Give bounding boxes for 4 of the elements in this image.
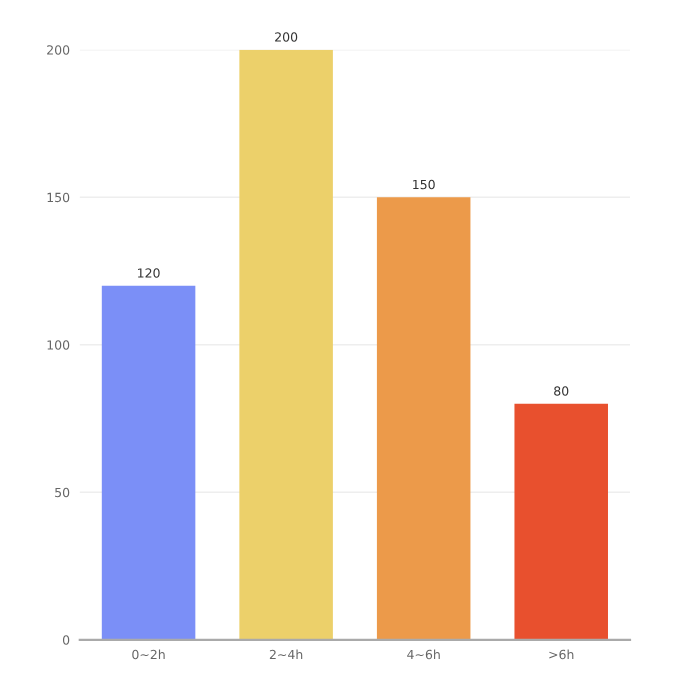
bar bbox=[376, 197, 471, 640]
bar bbox=[514, 403, 608, 640]
bar bbox=[101, 285, 196, 640]
bar bbox=[239, 49, 333, 640]
